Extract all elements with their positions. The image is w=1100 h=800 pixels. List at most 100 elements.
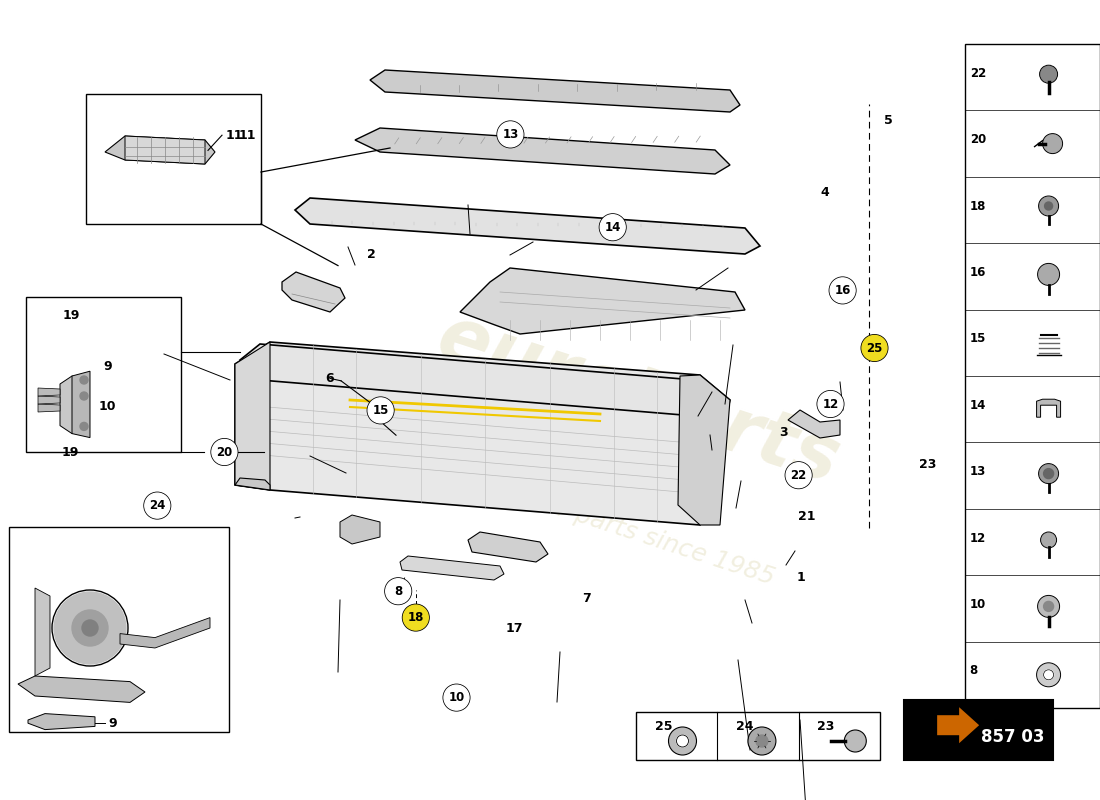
Text: 4: 4 (821, 186, 829, 198)
Text: 3: 3 (779, 426, 788, 438)
Polygon shape (340, 515, 379, 544)
Polygon shape (282, 272, 345, 312)
Circle shape (862, 335, 887, 361)
Text: 1: 1 (796, 571, 805, 584)
Circle shape (80, 376, 88, 384)
Polygon shape (788, 410, 840, 438)
Polygon shape (468, 532, 548, 562)
Text: 23: 23 (918, 458, 936, 470)
Text: 16: 16 (970, 266, 986, 279)
Circle shape (1042, 533, 1056, 547)
Polygon shape (370, 70, 740, 112)
Polygon shape (355, 128, 730, 174)
Polygon shape (235, 342, 270, 490)
Text: 20: 20 (217, 446, 232, 458)
Polygon shape (1036, 399, 1060, 418)
Circle shape (670, 728, 695, 754)
Text: 22: 22 (791, 469, 806, 482)
Circle shape (860, 334, 889, 362)
Circle shape (1037, 664, 1059, 686)
Text: 19: 19 (63, 309, 80, 322)
Circle shape (830, 278, 855, 303)
Text: 16: 16 (835, 284, 850, 297)
Bar (9, 527, 229, 732)
Circle shape (749, 728, 774, 754)
Text: 21: 21 (798, 510, 815, 522)
Circle shape (54, 592, 126, 664)
Polygon shape (400, 556, 504, 580)
Circle shape (498, 122, 522, 147)
Text: 18: 18 (970, 199, 986, 213)
Text: 7: 7 (582, 592, 591, 605)
Text: 10: 10 (99, 400, 117, 413)
Circle shape (828, 276, 857, 305)
Circle shape (212, 439, 236, 465)
Text: 11: 11 (239, 129, 256, 142)
Text: 13: 13 (503, 128, 518, 141)
Circle shape (442, 683, 471, 712)
Text: 17: 17 (506, 622, 524, 634)
Circle shape (444, 685, 469, 710)
Text: 10: 10 (970, 598, 986, 611)
Text: 24: 24 (150, 499, 165, 512)
Text: 9: 9 (108, 717, 117, 730)
Bar (904, 700, 1053, 760)
Circle shape (404, 605, 428, 630)
Polygon shape (28, 714, 95, 730)
Circle shape (845, 731, 866, 751)
Text: 6: 6 (326, 372, 334, 385)
Polygon shape (937, 707, 979, 743)
Text: 8: 8 (394, 585, 403, 598)
Text: 24: 24 (736, 719, 754, 733)
Bar (26, 297, 182, 452)
Text: 5: 5 (884, 114, 893, 126)
Circle shape (676, 735, 689, 747)
Circle shape (210, 438, 239, 466)
Circle shape (1040, 197, 1057, 215)
Circle shape (1044, 670, 1054, 680)
Circle shape (496, 120, 525, 149)
Bar (636, 712, 880, 760)
Text: a passion for parts since 1985: a passion for parts since 1985 (410, 450, 778, 590)
Circle shape (818, 391, 843, 417)
Circle shape (82, 620, 98, 636)
Text: 12: 12 (823, 398, 838, 410)
Circle shape (402, 603, 430, 632)
Polygon shape (39, 388, 60, 396)
Polygon shape (235, 478, 270, 490)
Text: 25: 25 (867, 342, 882, 354)
Text: 14: 14 (970, 398, 986, 412)
Polygon shape (125, 136, 205, 164)
Circle shape (366, 397, 395, 425)
Circle shape (80, 392, 88, 400)
Text: 857 03: 857 03 (981, 728, 1044, 746)
Text: 12: 12 (970, 531, 986, 545)
Polygon shape (460, 268, 745, 334)
Circle shape (80, 422, 88, 430)
Polygon shape (60, 376, 82, 434)
Circle shape (386, 578, 410, 604)
Circle shape (1038, 265, 1058, 285)
Text: 20: 20 (970, 133, 986, 146)
Circle shape (784, 461, 813, 490)
Text: 18: 18 (408, 611, 424, 624)
Circle shape (1045, 202, 1053, 210)
Circle shape (143, 491, 172, 520)
Polygon shape (295, 198, 760, 254)
Circle shape (756, 735, 768, 747)
Text: 2: 2 (367, 248, 376, 261)
Circle shape (72, 610, 108, 646)
Polygon shape (120, 618, 210, 648)
Polygon shape (39, 396, 60, 404)
Text: 23: 23 (817, 719, 835, 733)
Circle shape (1041, 66, 1057, 82)
Text: 15: 15 (970, 332, 986, 346)
Text: 9: 9 (103, 360, 112, 373)
Circle shape (598, 214, 627, 242)
Text: 14: 14 (605, 221, 620, 234)
Bar (965, 44, 1100, 708)
Polygon shape (235, 342, 730, 525)
Circle shape (1038, 597, 1058, 617)
Circle shape (384, 578, 412, 605)
Polygon shape (240, 344, 720, 416)
